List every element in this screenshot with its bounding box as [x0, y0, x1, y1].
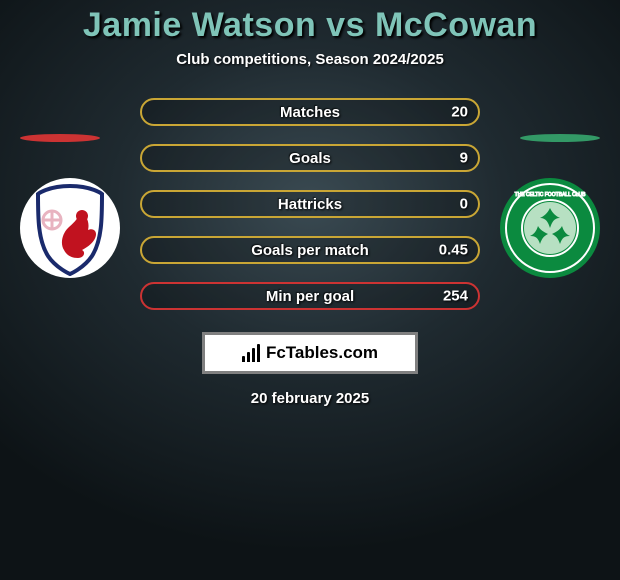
stat-right-value: 9: [460, 150, 468, 167]
stat-right-value: 20: [451, 104, 468, 121]
subtitle: Club competitions, Season 2024/2025: [176, 51, 444, 68]
right-player-marker: [520, 134, 600, 142]
stat-row-goals-per-match: Goals per match 0.45: [140, 236, 480, 264]
bar-chart-icon: [242, 344, 260, 362]
stat-label: Min per goal: [266, 288, 354, 305]
stat-right-value: 0: [460, 196, 468, 213]
stat-label: Matches: [280, 104, 340, 121]
svg-text:THE CELTIC FOOTBALL CLUB: THE CELTIC FOOTBALL CLUB: [515, 192, 587, 198]
brand-box[interactable]: FcTables.com: [202, 332, 418, 374]
left-player-marker: [20, 134, 100, 142]
brand-text: FcTables.com: [266, 343, 378, 363]
stat-row-min-per-goal: Min per goal 254: [140, 282, 480, 310]
stat-row-goals: Goals 9: [140, 144, 480, 172]
stat-label: Goals: [289, 150, 331, 167]
page-title: Jamie Watson vs McCowan: [83, 6, 537, 45]
stat-row-hattricks: Hattricks 0: [140, 190, 480, 218]
stats-list: Matches 20 Goals 9 Hattricks 0 Goals per…: [140, 98, 480, 310]
right-club-logo: THE CELTIC FOOTBALL CLUB: [500, 178, 600, 278]
date-text: 20 february 2025: [251, 390, 369, 407]
stat-right-value: 0.45: [439, 242, 468, 259]
stat-label: Hattricks: [278, 196, 342, 213]
left-club-logo: [20, 178, 120, 278]
stat-row-matches: Matches 20: [140, 98, 480, 126]
stat-label: Goals per match: [251, 242, 369, 259]
stat-right-value: 254: [443, 288, 468, 305]
